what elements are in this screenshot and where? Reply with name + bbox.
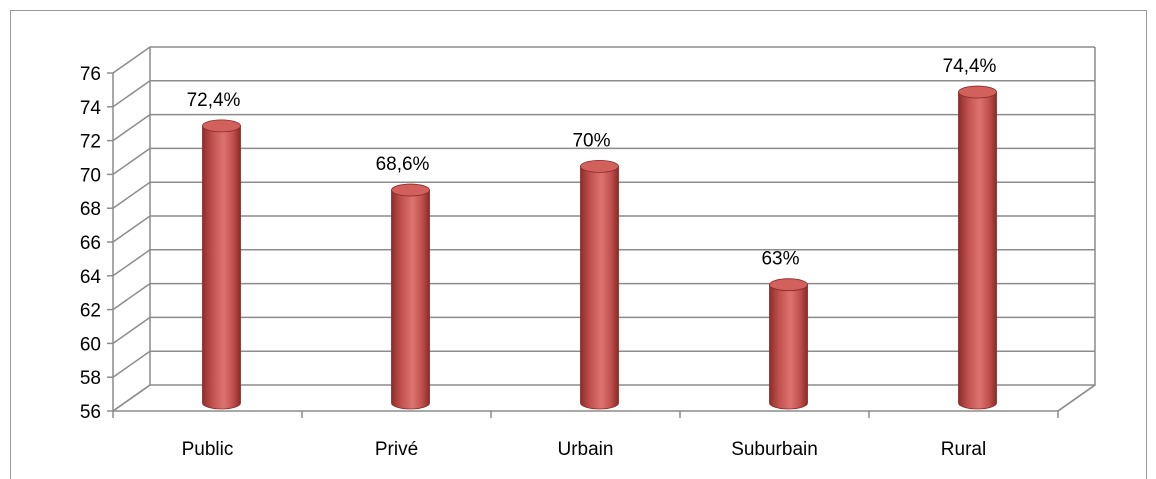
y-tick-label: 72 xyxy=(80,132,101,153)
x-tick-label: Urbain xyxy=(558,439,614,460)
y-tick-label: 56 xyxy=(80,402,101,423)
gridline xyxy=(112,80,1095,108)
x-tick-label: Suburbain xyxy=(731,439,818,460)
bar-body xyxy=(580,166,619,410)
y-tick-label: 58 xyxy=(80,368,101,389)
x-tick-label: Rural xyxy=(941,439,986,460)
bar xyxy=(391,183,430,410)
y-tick-label: 70 xyxy=(80,165,101,186)
y-tick-label: 76 xyxy=(80,64,101,85)
gridline-edge xyxy=(1058,250,1095,276)
x-tick-label: Privé xyxy=(375,439,418,460)
chart-frame xyxy=(10,10,1147,479)
bar xyxy=(202,119,241,410)
gridline xyxy=(112,113,1095,142)
bar-body xyxy=(391,189,430,410)
gridline-edge xyxy=(1058,115,1095,141)
right-wall-edge xyxy=(1057,47,1096,412)
data-label: 72,4% xyxy=(187,90,241,111)
bar xyxy=(958,85,997,410)
y-tick-label: 68 xyxy=(80,199,101,220)
bar-body xyxy=(769,284,808,410)
bar-body xyxy=(202,125,241,410)
bar-top xyxy=(958,85,997,99)
gridline-edge xyxy=(1058,81,1095,107)
gridline-edge xyxy=(1058,47,1095,73)
bar-top xyxy=(391,183,430,197)
axes: 56 58 60 62 64 66 68 70 72 74 76 Public Privé Urbain S… xyxy=(80,64,1096,460)
bar xyxy=(580,159,619,410)
y-tick-label: 62 xyxy=(80,301,101,322)
bar-top xyxy=(769,278,808,292)
bar xyxy=(769,278,808,410)
gridline-edge xyxy=(1058,148,1095,174)
labels: 72,4% 68,6% 70% 63% 74,4% xyxy=(187,56,997,270)
gridline xyxy=(112,249,1095,277)
gridline-edge xyxy=(1058,182,1095,208)
bars xyxy=(202,85,997,410)
gridline xyxy=(112,147,1095,176)
bar-body xyxy=(958,91,997,410)
gridline xyxy=(112,181,1095,209)
bar-top xyxy=(580,159,619,173)
y-tick-label: 64 xyxy=(80,267,102,288)
data-label: 68,6% xyxy=(376,154,430,175)
gridline-edge xyxy=(1058,216,1095,242)
x-tick-label: Public xyxy=(182,439,234,460)
gridline-edge xyxy=(1058,284,1095,310)
y-tick-label: 74 xyxy=(80,98,102,119)
y-tick-label: 60 xyxy=(80,334,101,355)
y-tick-label: 66 xyxy=(80,233,101,254)
data-label: 63% xyxy=(761,249,799,270)
gridline xyxy=(112,215,1095,243)
floor-edge xyxy=(1057,384,1096,412)
gridline xyxy=(112,46,1095,74)
data-label: 70% xyxy=(572,130,610,151)
data-label: 74,4% xyxy=(943,56,997,77)
bar-top xyxy=(202,119,241,133)
gridline-edge xyxy=(1058,317,1095,343)
gridline-edge xyxy=(1058,351,1095,377)
